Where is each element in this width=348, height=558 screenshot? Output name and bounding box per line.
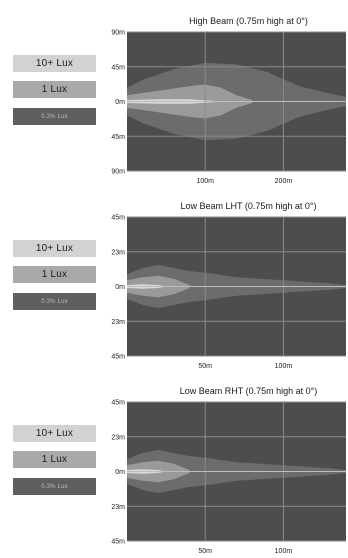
beam-chart-panel: 10+ Lux 1 Lux 0.3% Lux Low Beam RHT (0.75m … — [0, 378, 348, 558]
x-tick-label: 200m — [275, 178, 293, 185]
beam-chart-panel: 10+ Lux 1 Lux 0.3% Lux High Beam (0.75m hig… — [0, 8, 348, 188]
beam-plot: Low Beam LHT (0.75m high at 0°) 45m 23m 0m 2… — [111, 201, 346, 370]
y-tick-label: 23m — [111, 319, 125, 326]
y-tick-label: 0m — [115, 284, 125, 291]
y-tick-label: 45m — [111, 134, 125, 141]
y-tick-label: 45m — [111, 215, 125, 222]
chart-title: High Beam (0.75m high at 0°) — [189, 16, 308, 26]
chart-title: Low Beam RHT (0.75m high at 0°) — [180, 386, 318, 396]
x-tick-label: 100m — [275, 363, 293, 370]
y-tick-label: 23m — [111, 504, 125, 511]
chart-title: Low Beam LHT (0.75m high at 0°) — [181, 201, 317, 211]
legend-item: 10+ Lux — [13, 240, 96, 257]
beam-plot: Low Beam RHT (0.75m high at 0°) 45m 23m 0m 2… — [111, 386, 346, 555]
legend-item: 0.3% Lux — [13, 108, 96, 125]
y-tick-label: 45m — [111, 64, 125, 71]
y-tick-label: 45m — [111, 400, 125, 407]
y-tick-label: 90m — [111, 30, 125, 37]
beam-chart-panel: 10+ Lux 1 Lux 0.3% Lux Low Beam LHT (0.75m … — [0, 193, 348, 373]
legend-item: 10+ Lux — [13, 425, 96, 442]
legend-item: 0.3% Lux — [13, 293, 96, 310]
legend-item: 1 Lux — [13, 81, 96, 98]
legend-item: 0.3% Lux — [13, 478, 96, 495]
legend-item: 1 Lux — [13, 266, 96, 283]
x-tick-label: 100m — [275, 548, 293, 555]
y-tick-label: 23m — [111, 434, 125, 441]
legend-item: 1 Lux — [13, 451, 96, 468]
x-tick-label: 100m — [196, 178, 214, 185]
y-tick-label: 45m — [111, 539, 125, 546]
x-tick-label: 50m — [198, 548, 212, 555]
legend-item: 10+ Lux — [13, 55, 96, 72]
y-tick-label: 45m — [111, 354, 125, 361]
y-tick-label: 0m — [115, 99, 125, 106]
y-tick-label: 23m — [111, 249, 125, 256]
y-tick-label: 0m — [115, 469, 125, 476]
y-tick-label: 90m — [111, 169, 125, 176]
beam-plot: High Beam (0.75m high at 0°) 90m 45m 0m 45m 9… — [111, 16, 346, 185]
x-tick-label: 50m — [198, 363, 212, 370]
